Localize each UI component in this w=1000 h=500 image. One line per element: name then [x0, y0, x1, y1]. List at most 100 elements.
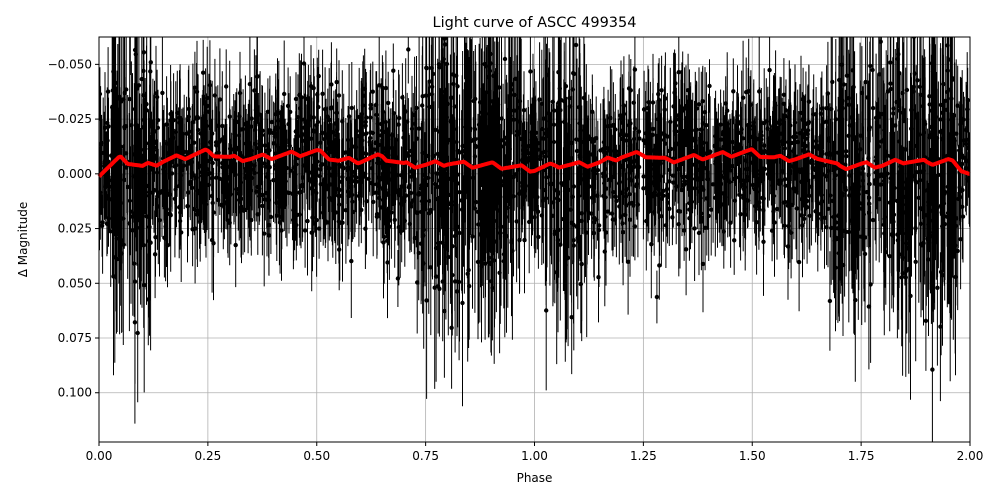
data-point: [516, 167, 521, 172]
data-point: [838, 198, 843, 203]
data-point: [888, 60, 893, 65]
data-point: [764, 119, 769, 124]
data-point: [781, 92, 787, 98]
data-point: [624, 203, 629, 208]
data-point: [827, 298, 833, 304]
data-point: [244, 141, 249, 146]
data-point: [113, 204, 119, 209]
data-point: [489, 188, 494, 193]
data-point: [724, 176, 729, 182]
data-point: [853, 297, 858, 303]
data-point: [266, 233, 272, 238]
data-point: [713, 195, 718, 200]
data-point: [135, 330, 140, 336]
data-point: [506, 129, 512, 135]
data-point: [897, 108, 902, 113]
data-point: [482, 261, 488, 266]
data-point: [380, 85, 385, 90]
data-point: [320, 91, 325, 97]
data-point: [671, 104, 676, 109]
data-point: [913, 226, 918, 231]
data-point: [177, 120, 182, 125]
data-point: [199, 173, 205, 179]
data-point: [752, 163, 757, 168]
data-point: [484, 149, 490, 154]
data-point: [373, 102, 379, 108]
data-point: [556, 100, 561, 106]
data-point: [699, 127, 704, 132]
data-point: [490, 285, 495, 291]
data-point: [622, 212, 628, 218]
data-point: [736, 156, 741, 162]
data-point: [694, 160, 699, 165]
data-point: [813, 166, 818, 171]
data-point: [941, 201, 947, 206]
data-point: [656, 117, 661, 122]
data-point: [593, 156, 599, 161]
data-point: [551, 139, 557, 145]
data-point: [801, 216, 807, 221]
data-point: [510, 248, 515, 253]
data-point: [449, 325, 454, 330]
data-point: [385, 238, 390, 243]
data-point: [935, 285, 940, 290]
data-point: [945, 43, 950, 48]
data-point: [926, 257, 931, 262]
data-point: [257, 175, 263, 181]
data-point: [627, 217, 633, 222]
data-point: [105, 221, 110, 227]
data-point: [665, 194, 670, 200]
data-point: [591, 187, 596, 193]
data-point: [872, 178, 878, 183]
data-point: [439, 134, 444, 140]
data-point: [527, 187, 533, 192]
data-point: [448, 176, 453, 181]
data-point: [914, 143, 919, 149]
data-point: [862, 235, 868, 240]
data-point: [949, 231, 954, 236]
data-point: [882, 127, 887, 133]
data-point: [632, 164, 637, 169]
data-point: [401, 135, 406, 140]
data-point: [430, 170, 435, 176]
data-point: [428, 209, 434, 214]
data-point: [533, 130, 539, 135]
data-point: [211, 210, 216, 215]
data-point: [318, 167, 323, 172]
data-point: [712, 143, 717, 149]
data-point: [940, 273, 945, 278]
data-point: [935, 205, 940, 210]
data-point: [497, 85, 502, 90]
data-point: [836, 251, 841, 256]
data-point: [105, 124, 111, 130]
data-point: [717, 188, 722, 194]
data-point: [866, 156, 871, 161]
data-point: [945, 68, 950, 73]
data-point: [387, 218, 392, 223]
data-point: [844, 73, 850, 78]
data-point: [147, 224, 152, 230]
data-point: [288, 168, 294, 173]
data-point: [508, 113, 513, 119]
data-point: [514, 219, 519, 224]
data-point: [217, 97, 223, 102]
data-point: [690, 138, 695, 143]
data-point: [650, 100, 656, 105]
data-point: [464, 94, 469, 99]
x-tick-label: 2.00: [957, 449, 984, 463]
data-point: [847, 173, 852, 178]
data-point: [350, 209, 356, 215]
data-point: [853, 202, 858, 207]
data-point: [877, 72, 882, 77]
data-point: [931, 98, 937, 103]
data-point: [960, 187, 965, 193]
data-point: [429, 92, 434, 97]
data-point: [747, 166, 752, 171]
data-point: [102, 163, 107, 168]
data-point: [282, 176, 287, 182]
data-point: [662, 107, 667, 112]
data-point: [113, 220, 118, 225]
data-point: [265, 109, 271, 115]
data-point: [677, 209, 683, 214]
